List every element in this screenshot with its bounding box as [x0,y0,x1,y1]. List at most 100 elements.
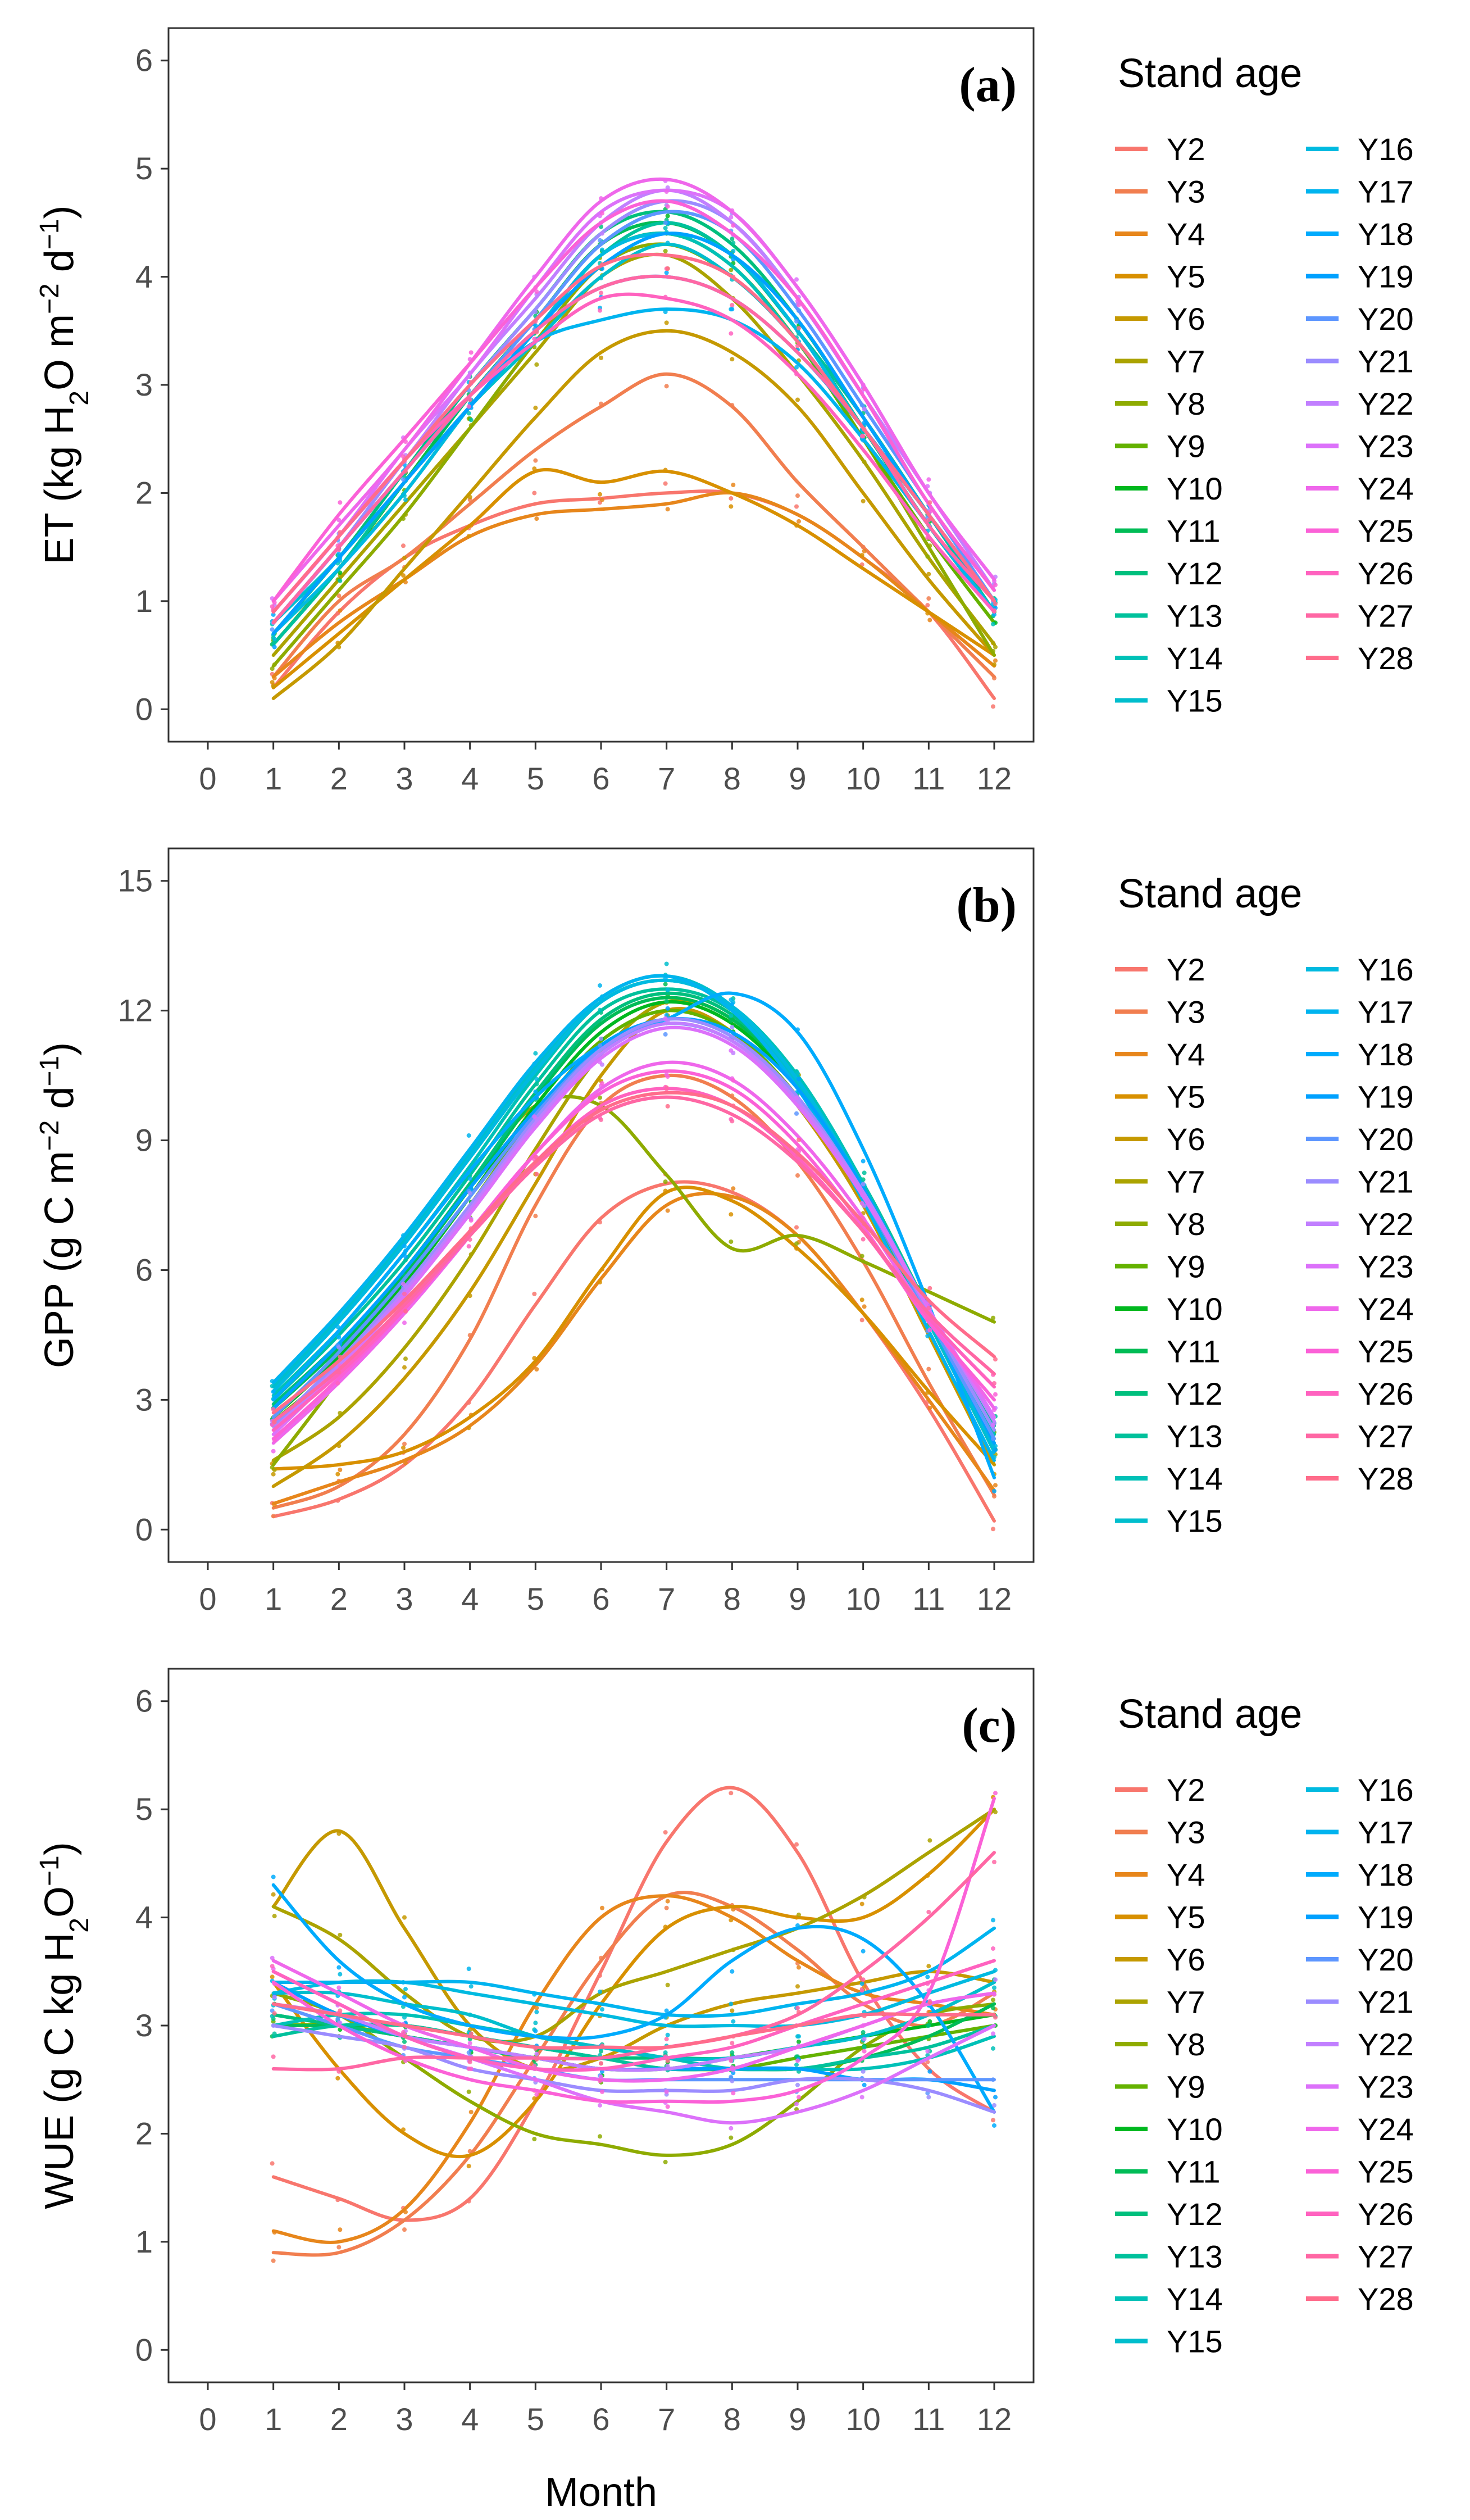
data-point-Y23 [991,1423,995,1428]
data-point-Y14 [598,1007,602,1012]
data-point-Y27 [795,2005,800,2010]
data-point-Y16 [731,248,736,253]
legend-label-Y24: Y24 [1358,1291,1414,1327]
data-point-Y13 [731,240,736,246]
legend-label-Y5: Y5 [1167,259,1205,294]
series-line-Y7 [271,252,996,657]
series-line-Y24 [271,177,996,603]
data-point-Y7 [403,1356,408,1361]
data-point-Y13 [862,1170,867,1175]
data-point-Y17 [598,983,602,988]
data-point-Y16 [600,2007,604,2012]
data-point-Y5 [466,534,471,539]
y-axis-title-part: 2 [65,1918,94,1933]
data-point-Y2 [270,2161,275,2166]
data-point-Y19 [665,1006,670,1011]
legend-label-Y4: Y4 [1167,1037,1205,1072]
data-point-Y17 [991,1918,995,1923]
legend-label-Y19: Y19 [1358,259,1414,294]
data-point-Y18 [271,1389,276,1394]
series-line-Y23 [271,1025,996,1436]
data-point-Y25 [862,2049,867,2054]
data-point-Y7 [927,1838,932,1843]
x-tick-label: 1 [265,2401,282,2437]
legend-label-Y2: Y2 [1167,952,1205,987]
data-point-Y17 [729,997,734,1002]
legend-label-Y2: Y2 [1167,131,1205,167]
data-point-Y16 [534,2009,539,2014]
data-point-Y14 [663,2050,668,2055]
data-point-Y4 [338,2227,343,2232]
data-point-Y25 [534,2092,539,2097]
data-point-Y10 [665,214,670,219]
data-point-Y2 [794,1225,799,1230]
data-point-Y21 [336,1345,342,1350]
data-point-Y20 [794,319,799,324]
y-tick-label: 15 [118,863,153,898]
data-point-Y18 [730,1002,735,1007]
data-point-Y4 [665,1899,670,1904]
legend-label-Y2: Y2 [1167,1772,1205,1808]
data-point-Y27 [271,2054,276,2059]
legend: Stand age Y2 Y3 Y4 Y5 Y6 Y7 Y8 Y9 Y10 Y11 Y12 Y13 Y14… [1115,1692,1414,2359]
data-point-Y28 [665,266,670,271]
data-point-Y27 [599,1117,603,1122]
legend-label-Y5: Y5 [1167,1079,1205,1115]
data-point-Y25 [468,1218,474,1223]
legend-label-Y25: Y25 [1358,1334,1414,1369]
data-point-Y2 [794,504,799,509]
x-tick-label: 4 [461,761,479,796]
data-point-Y27 [926,1305,931,1310]
data-point-Y24 [795,2058,800,2063]
data-point-Y6 [861,498,866,503]
data-point-Y28 [272,1420,277,1425]
data-point-Y2 [991,2118,995,2123]
data-point-Y7 [534,362,539,367]
legend-label-Y9: Y9 [1167,1249,1205,1284]
x-tick-label: 1 [265,761,282,796]
data-point-Y21 [861,1182,866,1187]
y-axis-title: ET (kg H2O m−2 d−1) [35,206,94,565]
x-tick-label: 0 [199,2401,216,2437]
data-point-Y14 [991,621,995,626]
data-point-Y26 [859,1988,864,1993]
legend-label-Y16: Y16 [1358,1772,1414,1808]
y-tick-label: 4 [135,1900,153,1935]
legend-label-Y14: Y14 [1167,1461,1223,1496]
data-point-Y23 [729,215,734,220]
x-tick-label: 2 [330,761,348,796]
legend-label-Y15: Y15 [1167,683,1223,719]
legend-label-Y12: Y12 [1167,2196,1223,2232]
data-point-Y13 [862,2045,867,2050]
data-point-Y17 [466,1967,471,1972]
legend-label-Y19: Y19 [1358,1900,1414,1935]
data-point-Y25 [731,2091,736,2096]
data-point-Y15 [795,1071,800,1076]
data-point-Y26 [729,2058,734,2063]
data-point-Y6 [730,2008,735,2013]
data-point-Y14 [466,411,471,416]
data-point-Y2 [729,1791,734,1796]
series-line-Y27 [271,1851,996,2072]
data-point-Y5 [466,2164,471,2169]
data-point-Y6 [533,405,538,410]
data-point-Y2 [532,491,537,496]
legend-label-Y25: Y25 [1358,514,1414,549]
data-point-Y20 [598,1043,602,1048]
data-point-Y3 [271,2258,276,2263]
data-point-Y25 [731,1078,736,1083]
data-point-Y4 [993,1483,998,1488]
data-point-Y7 [665,1982,670,1987]
legend-label-Y6: Y6 [1167,301,1205,337]
legend-label-Y24: Y24 [1358,471,1414,506]
data-point-Y4 [862,548,867,553]
legend-label-Y20: Y20 [1358,301,1414,337]
legend-label-Y8: Y8 [1167,1206,1205,1242]
plot-frame [167,847,1035,1563]
y-axis-title-part: ) [37,1842,82,1855]
data-point-Y26 [466,2066,471,2071]
data-point-Y24 [467,2041,472,2046]
data-point-Y28 [338,2008,343,2013]
data-point-Y20 [598,238,602,243]
